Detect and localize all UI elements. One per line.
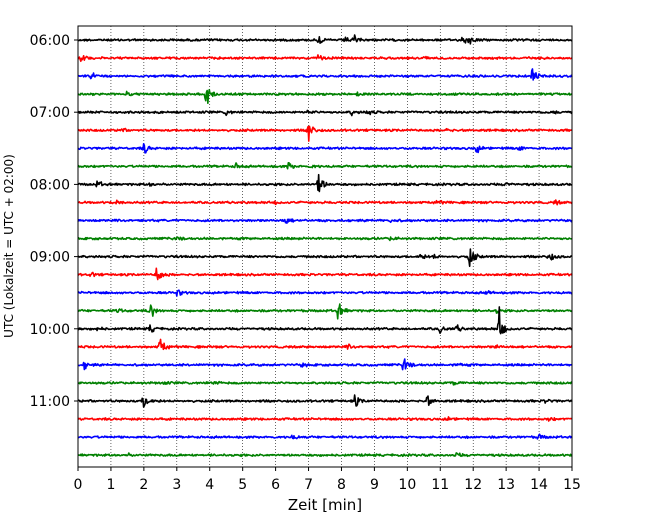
x-tick-label: 11 — [431, 477, 449, 493]
trace-row — [77, 358, 573, 371]
trace-row — [77, 303, 573, 320]
x-tick-label: 1 — [106, 477, 115, 493]
trace-row — [77, 306, 573, 335]
y-tick-label: 06:00 — [30, 33, 70, 49]
trace-row — [77, 54, 573, 63]
trace-row — [77, 248, 573, 268]
x-tick-label: 5 — [238, 477, 247, 493]
x-tick-label: 14 — [530, 477, 548, 493]
trace-row — [77, 161, 573, 170]
plot-frame — [77, 25, 573, 468]
trace-row — [77, 199, 573, 206]
trace-row — [77, 125, 573, 142]
x-tick-label: 0 — [74, 477, 83, 493]
trace-row — [77, 34, 573, 45]
x-tick-label: 15 — [563, 477, 581, 493]
y-axis-label: UTC (Lokalzeit = UTC + 02:00) — [2, 154, 16, 338]
x-tick-label: 10 — [398, 477, 416, 493]
trace-row — [77, 109, 573, 117]
trace-row — [77, 267, 573, 281]
y-tick-label: 08:00 — [30, 177, 70, 193]
trace-row — [77, 433, 573, 440]
x-tick-label: 8 — [337, 477, 346, 493]
x-tick-label: 12 — [464, 477, 482, 493]
x-tick-label: 13 — [497, 477, 515, 493]
trace-row — [77, 173, 573, 193]
x-axis-label: Zeit [min] — [288, 496, 362, 514]
x-tick-label: 9 — [370, 477, 379, 493]
y-tick-label: 09:00 — [30, 250, 70, 266]
trace-row — [77, 88, 573, 105]
trace-row — [77, 338, 573, 351]
trace-row — [77, 394, 573, 408]
trace-row — [77, 289, 573, 297]
trace-row — [77, 380, 573, 386]
trace-row — [77, 218, 573, 224]
trace-row — [77, 452, 573, 458]
trace-row — [77, 68, 573, 81]
trace-row — [77, 236, 573, 242]
y-tick-label: 10:00 — [30, 322, 70, 338]
trace-row — [77, 143, 573, 154]
x-tick-label: 2 — [139, 477, 148, 493]
trace-rows — [77, 34, 573, 458]
y-tick-label: 11:00 — [30, 394, 70, 410]
x-tick-label: 7 — [304, 477, 313, 493]
x-tick-label: 4 — [205, 477, 214, 493]
x-tick-label: 3 — [172, 477, 181, 493]
x-axis-ticks: 0 1 2 3 4 5 6 7 8 9 10 11 12 13 14 15 — [74, 467, 581, 493]
trace-row — [77, 416, 573, 422]
x-tick-label: 6 — [271, 477, 280, 493]
y-axis-ticks: 06:00 07:00 08:00 09:00 10:00 11:00 — [30, 33, 78, 410]
y-tick-label: 07:00 — [30, 105, 70, 121]
